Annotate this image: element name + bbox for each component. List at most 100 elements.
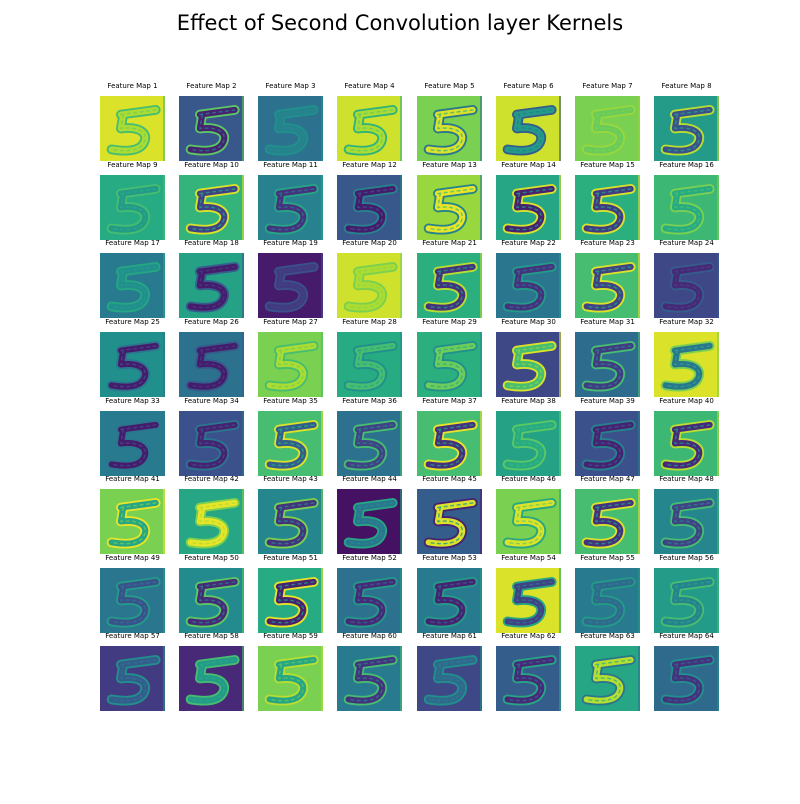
feature-map-label: Feature Map 8 (661, 82, 711, 90)
digit-activation (106, 262, 161, 313)
feature-map-6: Feature Map 6 (496, 82, 561, 161)
digit-activation (581, 184, 636, 235)
digit-activation (423, 184, 478, 235)
feature-map-29: Feature Map 29 (417, 318, 482, 397)
feature-map-label: Feature Map 34 (184, 397, 239, 405)
feature-map-label: Feature Map 55 (580, 554, 635, 562)
feature-map-label: Feature Map 64 (659, 632, 714, 640)
feature-map-label: Feature Map 56 (659, 554, 714, 562)
feature-map-35: Feature Map 35 (258, 397, 323, 476)
feature-map-61: Feature Map 61 (417, 632, 482, 711)
digit-activation (264, 420, 319, 471)
digit-activation (502, 341, 557, 392)
feature-map-label: Feature Map 36 (342, 397, 397, 405)
feature-map-36: Feature Map 36 (337, 397, 402, 476)
feature-map-5: Feature Map 5 (417, 82, 482, 161)
digit-activation (502, 105, 557, 156)
feature-map-4: Feature Map 4 (337, 82, 402, 161)
digit-activation (423, 420, 478, 471)
feature-map-11: Feature Map 11 (258, 161, 323, 240)
feature-map-23: Feature Map 23 (575, 239, 640, 318)
digit-activation (660, 262, 715, 313)
digit-activation (502, 262, 557, 313)
feature-map-label: Feature Map 57 (105, 632, 160, 640)
feature-map-label: Feature Map 32 (659, 318, 714, 326)
feature-map-54: Feature Map 54 (496, 554, 561, 633)
feature-map-7: Feature Map 7 (575, 82, 640, 161)
digit-activation (423, 105, 478, 156)
feature-map-46: Feature Map 46 (496, 475, 561, 554)
feature-map-label: Feature Map 25 (105, 318, 160, 326)
feature-map-16: Feature Map 16 (654, 161, 719, 240)
digit-activation (660, 105, 715, 156)
feature-map-label: Feature Map 20 (342, 239, 397, 247)
digit-activation (106, 498, 161, 549)
feature-map-38: Feature Map 38 (496, 397, 561, 476)
feature-map-label: Feature Map 28 (342, 318, 397, 326)
feature-map-8: Feature Map 8 (654, 82, 719, 161)
digit-activation (185, 105, 240, 156)
feature-map-25: Feature Map 25 (100, 318, 165, 397)
digit-activation (343, 577, 398, 628)
feature-map-45: Feature Map 45 (417, 475, 482, 554)
feature-map-label: Feature Map 45 (422, 475, 477, 483)
feature-map-30: Feature Map 30 (496, 318, 561, 397)
digit-activation (264, 341, 319, 392)
feature-map-43: Feature Map 43 (258, 475, 323, 554)
digit-activation (660, 577, 715, 628)
digit-activation (264, 577, 319, 628)
feature-map-63: Feature Map 63 (575, 632, 640, 711)
feature-map-label: Feature Map 1 (107, 82, 157, 90)
feature-map-57: Feature Map 57 (100, 632, 165, 711)
feature-map-label: Feature Map 39 (580, 397, 635, 405)
feature-map-20: Feature Map 20 (337, 239, 402, 318)
digit-activation (106, 420, 161, 471)
chart-title: Effect of Second Convolution layer Kerne… (176, 11, 624, 35)
feature-map-53: Feature Map 53 (417, 554, 482, 633)
feature-map-33: Feature Map 33 (100, 397, 165, 476)
feature-map-label: Feature Map 16 (659, 161, 714, 169)
digit-activation (581, 341, 636, 392)
feature-map-60: Feature Map 60 (337, 632, 402, 711)
feature-map-44: Feature Map 44 (337, 475, 402, 554)
digit-activation (581, 262, 636, 313)
feature-map-21: Feature Map 21 (417, 239, 482, 318)
feature-map-58: Feature Map 58 (179, 632, 244, 711)
digit-activation (581, 105, 636, 156)
feature-map-label: Feature Map 26 (184, 318, 239, 326)
feature-map-label: Feature Map 14 (501, 161, 556, 169)
digit-activation (264, 262, 319, 313)
feature-map-label: Feature Map 10 (184, 161, 239, 169)
feature-map-17: Feature Map 17 (100, 239, 165, 318)
feature-map-26: Feature Map 26 (179, 318, 244, 397)
feature-map-label: Feature Map 18 (184, 239, 239, 247)
digit-activation (106, 655, 161, 706)
feature-map-62: Feature Map 62 (496, 632, 561, 711)
digit-activation (343, 420, 398, 471)
digit-activation (502, 655, 557, 706)
digit-activation (185, 184, 240, 235)
feature-map-label: Feature Map 5 (424, 82, 474, 90)
feature-map-label: Feature Map 22 (501, 239, 556, 247)
digit-activation (106, 184, 161, 235)
feature-map-label: Feature Map 6 (503, 82, 554, 90)
feature-map-label: Feature Map 49 (105, 554, 160, 562)
feature-map-label: Feature Map 42 (184, 475, 239, 483)
feature-map-64: Feature Map 64 (654, 632, 719, 711)
feature-map-label: Feature Map 15 (580, 161, 635, 169)
digit-activation (185, 498, 240, 549)
feature-map-14: Feature Map 14 (496, 161, 561, 240)
digit-activation (185, 341, 240, 392)
feature-map-label: Feature Map 60 (342, 632, 397, 640)
digit-activation (581, 655, 636, 706)
feature-map-label: Feature Map 13 (422, 161, 477, 169)
feature-map-34: Feature Map 34 (179, 397, 244, 476)
feature-map-40: Feature Map 40 (654, 397, 719, 476)
feature-map-label: Feature Map 30 (501, 318, 556, 326)
feature-map-label: Feature Map 2 (186, 82, 236, 90)
feature-map-22: Feature Map 22 (496, 239, 561, 318)
digit-activation (343, 655, 398, 706)
feature-map-42: Feature Map 42 (179, 475, 244, 554)
feature-map-label: Feature Map 48 (659, 475, 714, 483)
